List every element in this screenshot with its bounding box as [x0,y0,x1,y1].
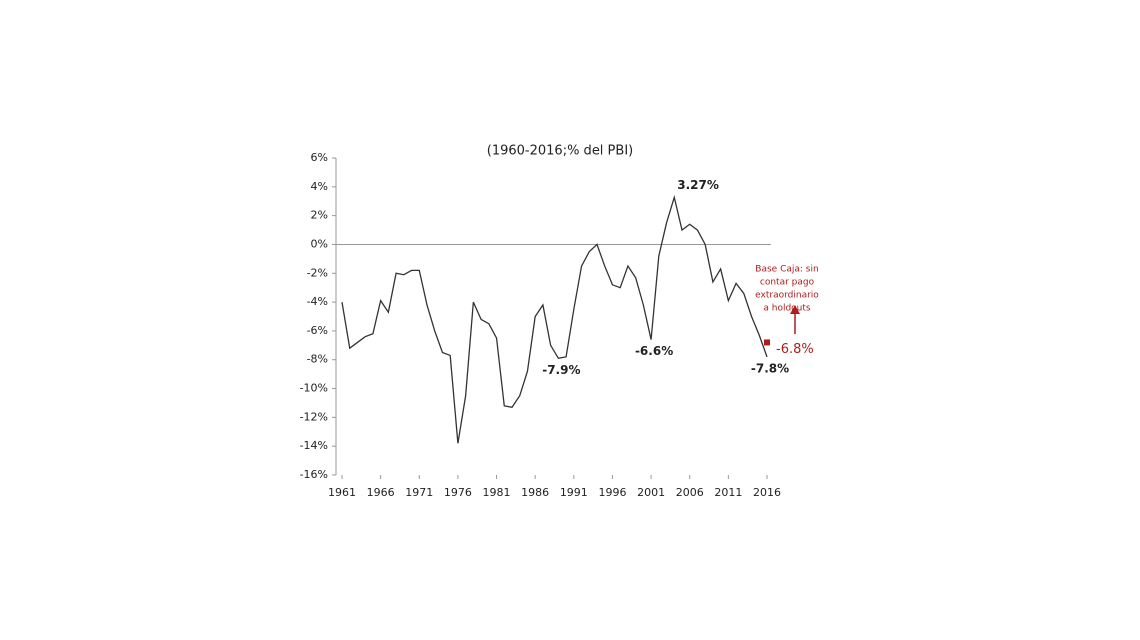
annotation-text: Base Caja: sin [755,265,818,275]
y-tick-label: -14% [300,439,328,452]
data-label: -7.8% [751,361,789,375]
x-tick-label: 2016 [753,486,781,499]
data-label: -7.9% [542,363,580,377]
y-tick-label: 2% [311,209,328,222]
x-tick-label: 2006 [676,486,704,499]
annotation-text: a holdouts [763,304,811,314]
y-tick-label: 6% [311,151,328,164]
x-tick-label: 1996 [598,486,626,499]
x-tick-label: 2001 [637,486,665,499]
data-label: 3.27% [677,178,719,192]
y-tick-label: -2% [307,266,328,279]
x-tick-label: 1966 [367,486,395,499]
annotation-arrowhead [790,305,800,314]
x-tick-label: 1981 [483,486,511,499]
highlight-point [764,339,770,346]
data-label: -6.6% [635,344,673,358]
y-tick-label: -6% [307,324,328,337]
line-series [341,194,768,444]
y-tick-label: -8% [307,353,328,366]
y-tick-label: 4% [311,180,328,193]
annotation-text: extraordinario [755,291,819,301]
y-tick-label: 0% [311,237,328,250]
y-tick-label: -12% [300,410,328,423]
y-tick-label: -10% [300,382,328,395]
x-tick-label: 1986 [521,486,549,499]
annotation-text: contar pago [760,278,815,288]
y-tick-label: -16% [300,468,328,481]
y-tick-label: -4% [307,295,328,308]
x-tick-label: 1961 [328,486,356,499]
x-tick-label: 1971 [405,486,433,499]
chart-title: (1960-2016;% del PBI) [487,144,633,159]
x-tick-label: 1991 [560,486,588,499]
x-tick-label: 1976 [444,486,472,499]
x-tick-label: 2011 [714,486,742,499]
highlight-label: -6.8% [776,342,814,357]
